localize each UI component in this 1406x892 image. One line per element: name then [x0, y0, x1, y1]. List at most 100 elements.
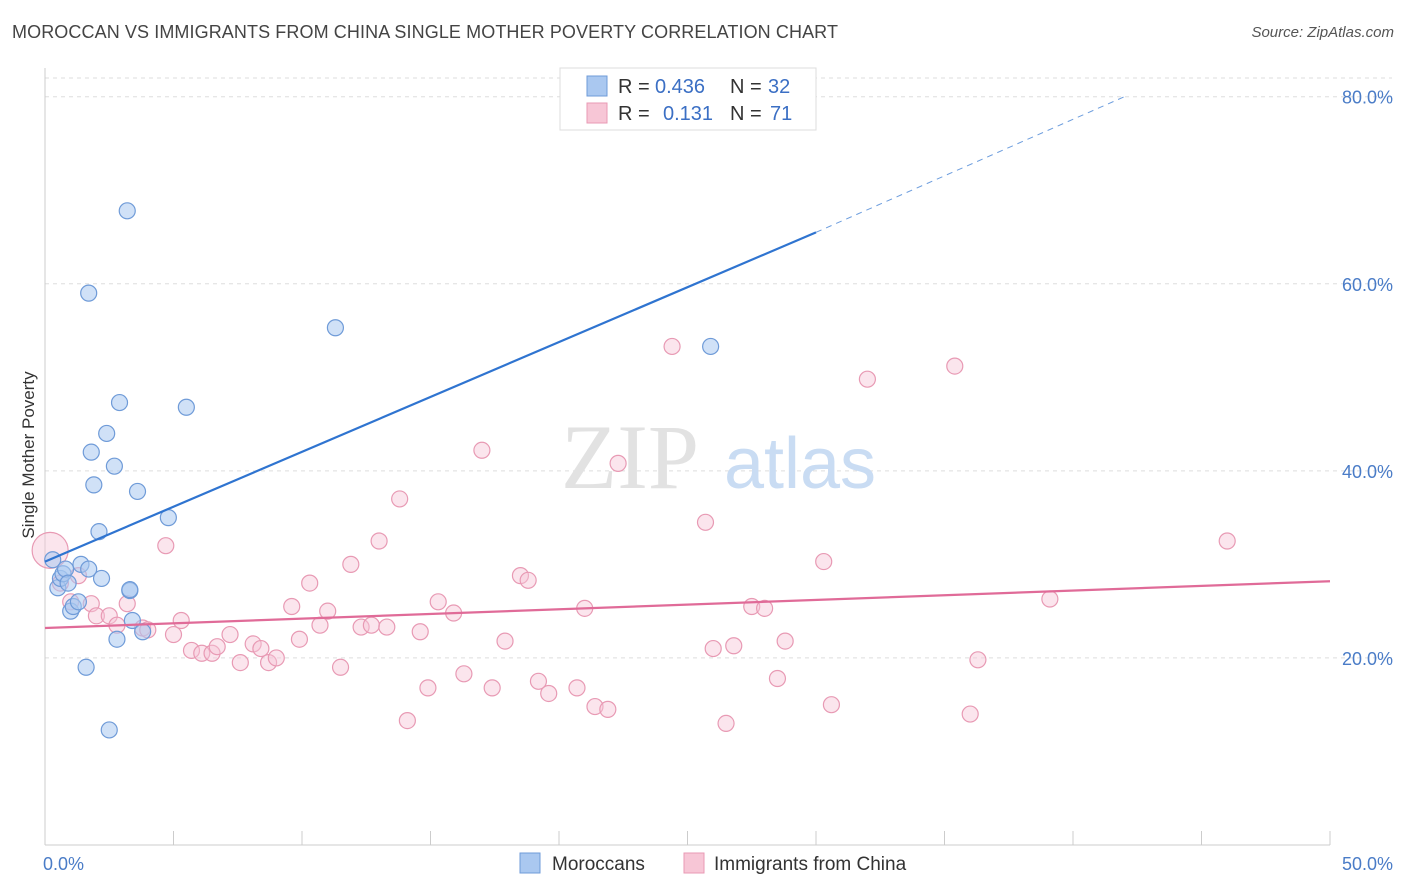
y-tick-label-40: 40.0%	[1342, 462, 1393, 482]
axes	[44, 68, 1331, 846]
watermark: ZIP atlas	[561, 406, 876, 508]
china-trend-line	[44, 580, 1331, 630]
china-point-68	[969, 651, 987, 669]
y-axis-label: Single Mother Poverty	[19, 371, 38, 539]
china-point-27	[311, 616, 329, 634]
moroccan-point-27	[118, 202, 136, 220]
legend-r-value-0: 0.436	[655, 76, 705, 98]
china-point-24	[283, 597, 301, 616]
china-point-33	[370, 532, 388, 550]
series-immigrants-from-china	[31, 337, 1236, 733]
china-point-13	[172, 611, 190, 630]
china-point-14	[182, 641, 201, 660]
china-point-37	[411, 623, 429, 641]
china-point-67	[961, 705, 979, 723]
legend-r-label-0: R =	[618, 76, 650, 98]
moroccan-point-13	[85, 476, 103, 494]
china-point-36	[398, 711, 416, 730]
china-point-55	[696, 513, 715, 531]
series-moroccans	[44, 202, 720, 739]
tick-labels: 20.0% 40.0% 60.0% 80.0% 0.0% 50.0%	[43, 88, 1393, 874]
legend-n-value-0: 32	[768, 76, 790, 98]
legend-n-label-1: N =	[730, 103, 762, 125]
bottom-legend: Moroccans Immigrants from China	[519, 852, 907, 875]
bottom-legend-swatch-china	[683, 852, 705, 874]
moroccan-point-15	[92, 569, 111, 588]
china-point-66	[946, 357, 964, 375]
china-point-61	[768, 669, 787, 688]
moroccan-point-25	[177, 398, 195, 416]
legend-r-label-1: R =	[618, 103, 650, 125]
china-point-49	[568, 679, 586, 697]
moroccan-point-22	[128, 482, 147, 501]
china-point-57	[717, 714, 735, 733]
china-point-26	[301, 574, 319, 592]
china-point-63	[815, 552, 833, 571]
moroccan-point-31	[121, 581, 139, 599]
china-point-54	[663, 337, 681, 356]
china-point-65	[858, 370, 877, 388]
china-point-60	[755, 599, 774, 617]
china-point-70	[1218, 532, 1236, 550]
china-point-5	[87, 607, 106, 625]
moroccan-point-16	[98, 424, 116, 443]
china-point-47	[529, 672, 548, 690]
china-point-18	[221, 625, 239, 644]
y-tick-label-60: 60.0%	[1342, 275, 1393, 295]
moroccan-point-28	[326, 319, 345, 337]
china-point-35	[391, 490, 409, 508]
moroccan-point-4	[56, 560, 75, 578]
moroccan-point-18	[108, 630, 126, 648]
china-point-56	[704, 639, 722, 658]
china-point-44	[496, 632, 514, 650]
bottom-legend-moroccans: Moroccans	[552, 854, 645, 875]
china-point-12	[164, 625, 183, 644]
legend-r-value-1: 0.131	[663, 103, 713, 125]
moroccan-point-11	[80, 560, 98, 578]
china-point-48	[540, 684, 558, 703]
china-point-32	[362, 616, 380, 634]
trend-lines	[44, 96, 1331, 630]
china-point-62	[776, 632, 794, 650]
moroccan-point-8	[69, 593, 88, 611]
legend-n-value-1: 71	[770, 103, 792, 125]
china-point-69	[1041, 590, 1059, 608]
china-point-39	[429, 593, 447, 611]
y-tick-label-80: 80.0%	[1342, 88, 1393, 108]
y-tick-label-20: 20.0%	[1342, 649, 1393, 669]
moroccan-point-10	[77, 658, 95, 676]
watermark-zip: ZIP	[561, 406, 699, 508]
china-point-17	[208, 638, 226, 656]
moroccan-point-5	[59, 574, 77, 592]
moroccan-point-30	[702, 337, 720, 356]
china-point-23	[267, 649, 285, 667]
bottom-legend-china: Immigrants from China	[714, 854, 907, 875]
china-point-28	[319, 602, 337, 620]
moroccan-point-23	[134, 623, 152, 641]
grid-lines	[45, 77, 1392, 659]
china-point-38	[419, 679, 437, 697]
moroccans-trend-line	[44, 231, 817, 563]
china-point-34	[378, 618, 396, 636]
watermark-atlas: atlas	[724, 424, 876, 504]
source-label: Source: ZipAtlas.com	[1251, 24, 1394, 41]
legend: R = 0.436 N = 32 R = 0.131 N = 71	[559, 67, 817, 131]
china-point-52	[599, 700, 617, 718]
china-point-19	[231, 654, 249, 672]
china-point-41	[455, 665, 473, 683]
moroccan-point-29	[100, 721, 118, 739]
moroccan-point-19	[110, 393, 129, 412]
legend-swatch-china	[586, 102, 608, 124]
china-point-30	[342, 555, 360, 573]
moroccan-point-12	[82, 443, 100, 461]
china-point-11	[157, 537, 175, 555]
moroccan-point-17	[105, 457, 123, 475]
china-point-64	[822, 696, 841, 714]
legend-n-label-0: N =	[730, 76, 762, 98]
moroccans-trend-extension	[815, 96, 1125, 233]
x-tick-label-0: 0.0%	[43, 854, 84, 874]
moroccan-point-26	[80, 284, 98, 302]
china-point-29	[331, 658, 350, 676]
bottom-legend-swatch-moroccans	[519, 852, 541, 874]
